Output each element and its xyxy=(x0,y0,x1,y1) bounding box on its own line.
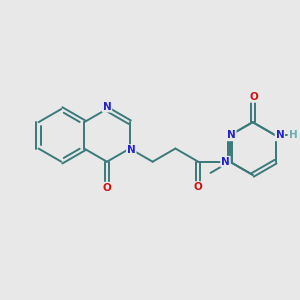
Text: N: N xyxy=(103,102,111,112)
Text: O: O xyxy=(250,92,259,102)
Text: H: H xyxy=(289,130,297,140)
Text: N: N xyxy=(221,157,230,167)
Text: N: N xyxy=(275,130,284,140)
Text: N: N xyxy=(227,130,236,140)
Text: O: O xyxy=(103,183,111,193)
Text: N: N xyxy=(127,145,136,155)
Text: O: O xyxy=(194,182,203,192)
